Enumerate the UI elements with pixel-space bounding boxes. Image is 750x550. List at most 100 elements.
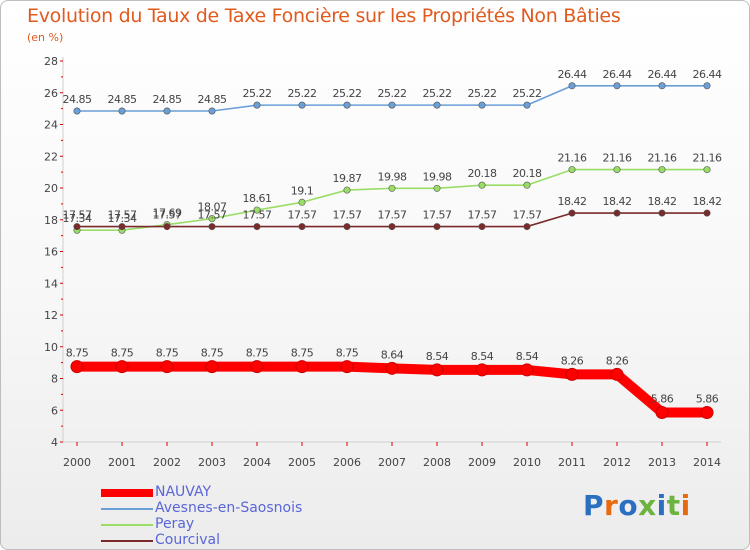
x-tick-label: 2011: [558, 456, 586, 469]
data-point: [298, 223, 306, 231]
data-label: 17.57: [198, 209, 227, 222]
data-point: [295, 360, 309, 374]
data-label: 8.54: [516, 350, 539, 363]
data-label: 18.07: [198, 201, 227, 214]
x-tick-label: 2004: [243, 456, 271, 469]
y-tick-label: 6: [51, 404, 58, 417]
data-label: 5.86: [651, 392, 674, 405]
logo-letter: i: [656, 489, 667, 522]
data-label: 21.16: [558, 152, 587, 165]
data-label: 8.75: [156, 347, 179, 360]
data-label: 21.16: [648, 152, 677, 165]
series-nauvay: 8.75 8.75 8.75 8.75 8.75 8.75 8.75 8.64 8.54 8.54…: [66, 347, 719, 419]
data-label: 19.87: [333, 172, 362, 185]
data-point: [115, 360, 129, 374]
data-label: 8.26: [561, 354, 584, 367]
data-label: 25.22: [513, 87, 542, 100]
data-point: [613, 209, 621, 217]
data-point: [70, 360, 84, 374]
data-label: 26.44: [648, 68, 677, 81]
x-tick-label: 2013: [648, 456, 676, 469]
data-label: 17.57: [108, 209, 137, 222]
data-point: [343, 101, 351, 109]
data-label: 17.57: [243, 209, 272, 222]
data-point: [700, 405, 714, 419]
data-point: [658, 82, 666, 90]
y-tick-label: 22: [44, 150, 58, 163]
series-layer: 24.85 24.85 24.85 24.85 25.22 25.22 25.22 25.22…: [63, 68, 722, 419]
data-label: 19.98: [423, 170, 452, 183]
legend-label: Avesnes-en-Saosnois: [155, 500, 303, 516]
data-label: 5.86: [696, 392, 719, 405]
data-label: 18.42: [558, 195, 587, 208]
data-label: 17.34: [108, 212, 137, 225]
data-point: [208, 107, 216, 115]
legend-swatch: [101, 540, 153, 542]
data-label: 26.44: [693, 68, 722, 81]
y-tick-label: 4: [51, 436, 58, 449]
data-label: 24.85: [198, 93, 227, 106]
data-point: [613, 166, 621, 174]
data-point: [523, 101, 531, 109]
unit-label: (en %): [27, 31, 64, 44]
data-point: [160, 360, 174, 374]
data-point: [433, 223, 441, 231]
data-label: 17.34: [63, 212, 92, 225]
y-tick-label: 8: [51, 373, 58, 386]
y-tick-label: 14: [44, 277, 58, 290]
logo-letter: x: [638, 489, 657, 522]
data-point: [613, 82, 621, 90]
data-label: 8.64: [381, 348, 404, 361]
data-point: [703, 82, 711, 90]
legend-swatch: [101, 489, 153, 497]
data-point: [478, 181, 486, 189]
data-point: [430, 363, 444, 377]
data-label: 25.22: [333, 87, 362, 100]
data-label: 25.22: [423, 87, 452, 100]
data-label: 17.57: [153, 209, 182, 222]
logo-letter: t: [666, 489, 681, 522]
data-label: 25.22: [378, 87, 407, 100]
logo-letter: o: [618, 489, 639, 522]
data-point: [163, 107, 171, 115]
data-point: [253, 101, 261, 109]
data-point: [208, 215, 216, 223]
data-label: 19.98: [378, 170, 407, 183]
data-label: 24.85: [153, 93, 182, 106]
data-point: [343, 186, 351, 194]
logo-letter: r: [604, 489, 619, 522]
series-courcival: 17.57 17.57 17.57 17.57 17.57 17.57 17.57 17.57…: [63, 195, 722, 231]
data-label: 24.85: [108, 93, 137, 106]
data-point: [703, 209, 711, 217]
y-tick-label: 28: [44, 55, 58, 68]
data-label: 8.75: [291, 347, 314, 360]
x-tick-label: 2008: [423, 456, 451, 469]
x-tick-label: 2001: [108, 456, 136, 469]
data-point: [298, 198, 306, 206]
data-point: [388, 184, 396, 192]
x-tick-label: 2010: [513, 456, 541, 469]
data-label: 25.22: [243, 87, 272, 100]
legend-label: Peray: [155, 516, 195, 532]
data-point: [118, 223, 126, 231]
data-point: [523, 181, 531, 189]
data-label: 19.1: [291, 184, 314, 197]
data-label: 8.75: [111, 347, 134, 360]
y-tick-label: 24: [44, 119, 58, 132]
x-tick-label: 2005: [288, 456, 316, 469]
data-label: 17.57: [333, 209, 362, 222]
y-tick-label: 20: [44, 182, 58, 195]
data-point: [478, 223, 486, 231]
data-point: [208, 223, 216, 231]
y-tick-label: 12: [44, 309, 58, 322]
data-label: 18.42: [603, 195, 632, 208]
data-point: [520, 363, 534, 377]
data-point: [205, 360, 219, 374]
legend-swatch: [101, 508, 153, 510]
data-point: [568, 82, 576, 90]
y-tick-label: 18: [44, 214, 58, 227]
data-label: 18.42: [693, 195, 722, 208]
y-tick-label: 26: [44, 87, 58, 100]
legend-label: NAUVAY: [155, 484, 212, 500]
x-tick-label: 2006: [333, 456, 361, 469]
